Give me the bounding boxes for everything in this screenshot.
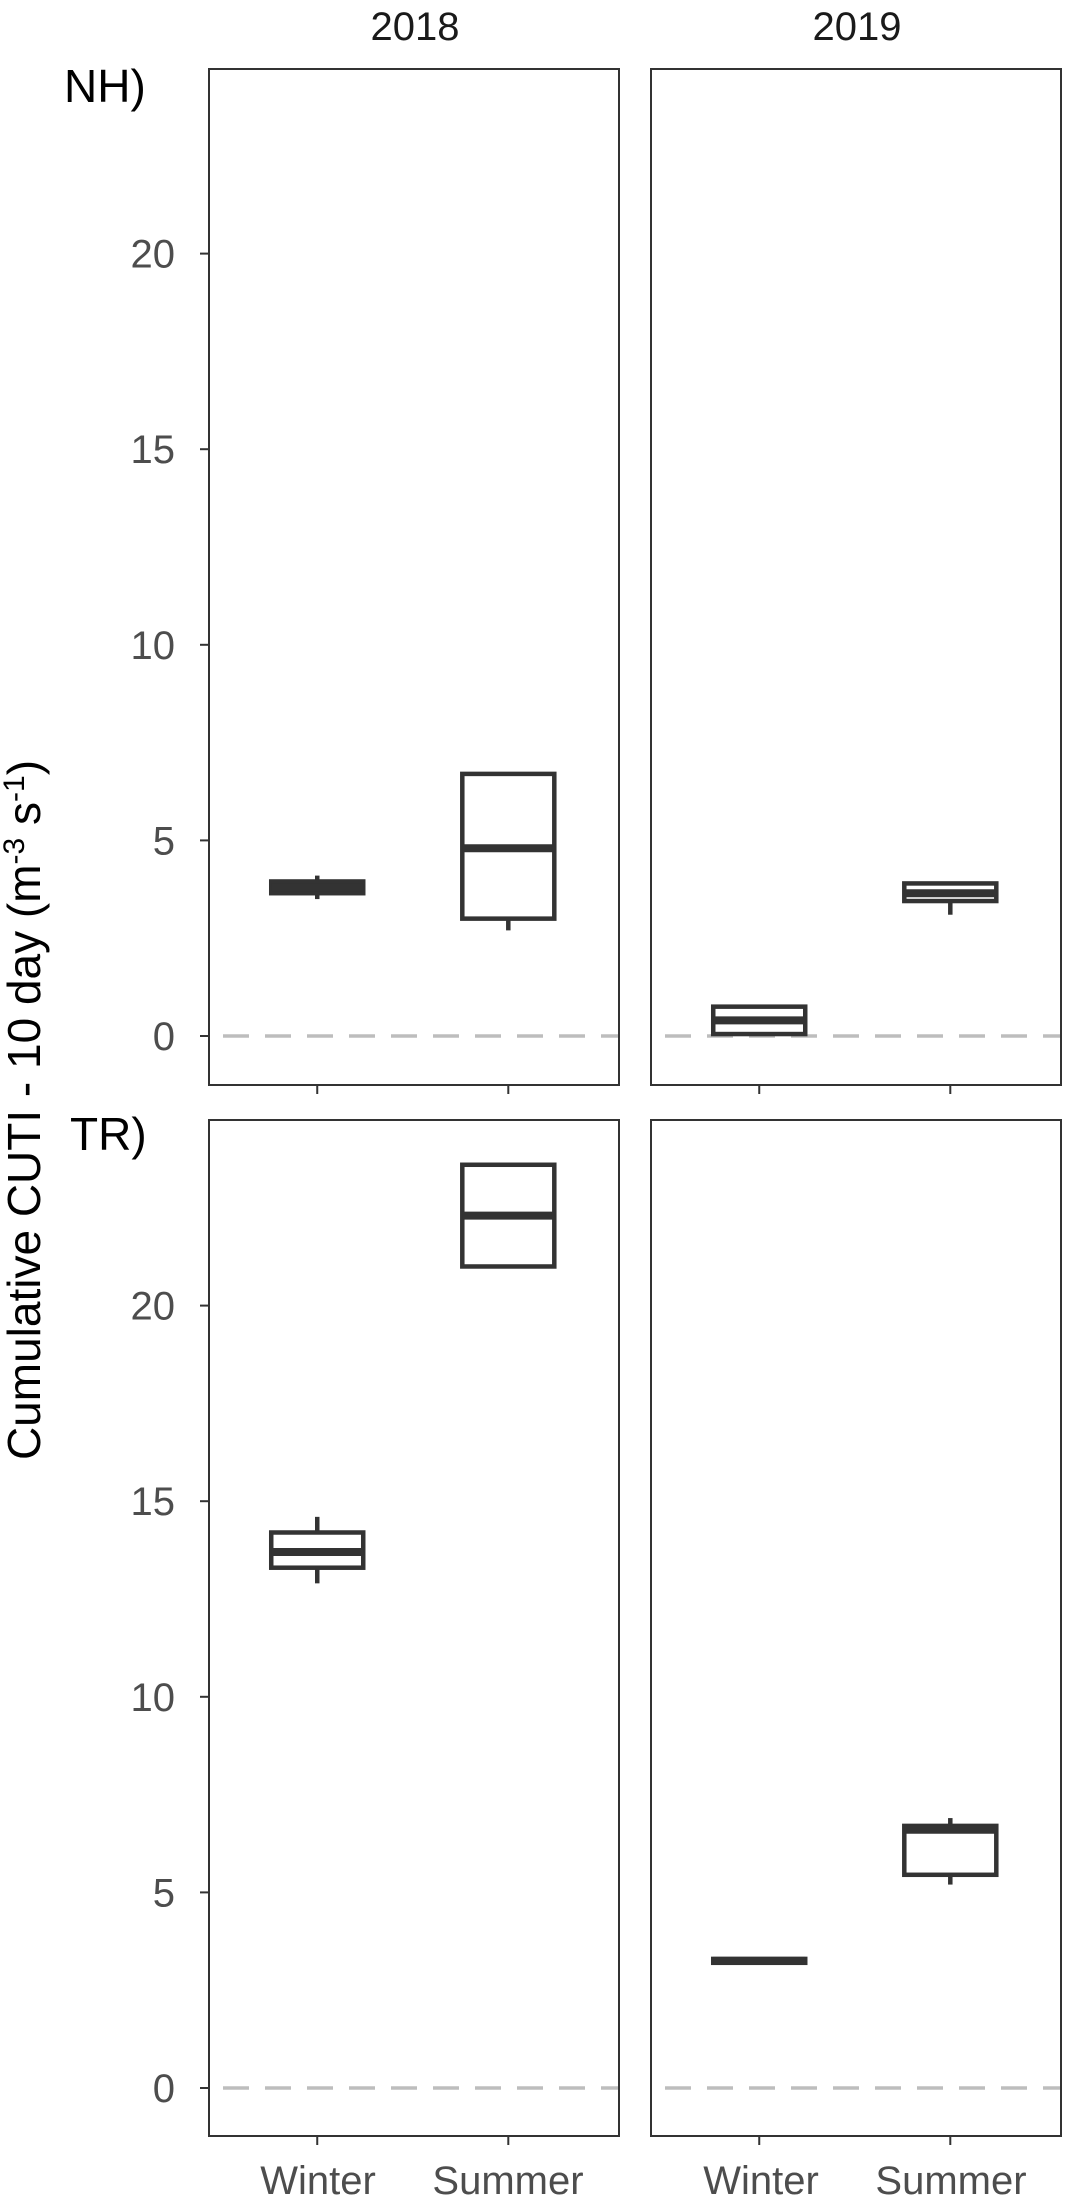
box-winter — [710, 1956, 808, 1966]
panel-frame — [650, 68, 1062, 1086]
y-tick-label: 15 — [131, 1480, 176, 1524]
row-label-nh: NH) — [64, 60, 146, 112]
x-tick-label-winter-2018: Winter — [260, 2159, 376, 2203]
box-summer — [460, 771, 557, 931]
panel-frame — [208, 1119, 620, 2137]
column-label-2019: 2019 — [813, 5, 902, 49]
y-tick-label: 20 — [131, 1285, 176, 1329]
panel-frame — [650, 1119, 1062, 2137]
x-tick-label-winter-2019: Winter — [703, 2159, 819, 2203]
y-tick-label: 10 — [131, 624, 176, 668]
box-summer — [460, 1162, 557, 1269]
y-tick-label: 5 — [153, 1871, 175, 1915]
panel-tr-2018 — [208, 1119, 620, 2145]
panels-layer: 0 5 10 15 20 0 5 10 15 20 — [131, 68, 1062, 2145]
box-winter — [268, 1516, 366, 1584]
box-summer — [902, 881, 999, 915]
x-tick-label-summer-2018: Summer — [432, 2159, 583, 2203]
y-tick-label: 15 — [131, 428, 176, 472]
panel-nh-2019 — [650, 68, 1062, 1094]
box-winter — [268, 875, 366, 900]
row-label-tr: TR) — [70, 1108, 147, 1160]
y-axis-label: Cumulative CUTI - 10 day (m-3 s-1) — [0, 760, 50, 1460]
column-label-2018: 2018 — [371, 5, 460, 49]
y-tick-label: 0 — [153, 2067, 175, 2111]
y-tick-label: 10 — [131, 1676, 176, 1720]
panel-nh-2018 — [208, 68, 620, 1094]
box-summer — [902, 1818, 999, 1885]
box-winter — [710, 1004, 808, 1037]
panel-frame — [208, 68, 620, 1086]
y-tick-label: 20 — [131, 233, 176, 277]
y-tick-label: 0 — [153, 1015, 175, 1059]
iqr-box — [902, 1823, 999, 1878]
x-tick-label-summer-2019: Summer — [875, 2159, 1026, 2203]
panel-tr-2019 — [650, 1119, 1062, 2145]
y-tick-label: 5 — [153, 819, 175, 863]
